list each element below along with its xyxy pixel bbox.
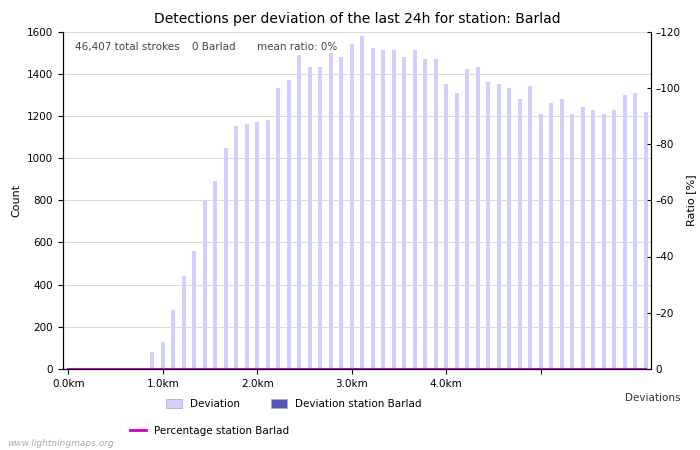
Bar: [528, 86, 532, 369]
Y-axis label: Ratio [%]: Ratio [%]: [687, 175, 696, 226]
Bar: [402, 57, 407, 369]
Bar: [591, 109, 595, 369]
Bar: [245, 124, 249, 369]
Bar: [465, 69, 469, 369]
Bar: [297, 55, 301, 369]
Bar: [539, 114, 542, 369]
Bar: [581, 108, 584, 369]
Bar: [433, 59, 438, 369]
Bar: [161, 342, 165, 369]
Bar: [570, 114, 574, 369]
Title: Detections per deviation of the last 24h for station: Barlad: Detections per deviation of the last 24h…: [154, 12, 560, 26]
Bar: [224, 148, 228, 369]
Bar: [171, 310, 176, 369]
Bar: [412, 50, 416, 369]
Text: 0 Barlad: 0 Barlad: [193, 42, 236, 52]
Bar: [265, 120, 270, 369]
Bar: [287, 80, 290, 369]
Bar: [150, 352, 154, 369]
Bar: [340, 57, 344, 369]
Bar: [307, 68, 312, 369]
Bar: [455, 93, 459, 369]
Bar: [444, 84, 448, 369]
Bar: [318, 68, 322, 369]
Bar: [192, 251, 196, 369]
Bar: [623, 95, 626, 369]
Text: www.lightningmaps.org: www.lightningmaps.org: [7, 439, 113, 448]
Bar: [213, 181, 218, 369]
Bar: [276, 89, 280, 369]
Bar: [560, 99, 564, 369]
Bar: [612, 109, 616, 369]
Bar: [382, 50, 385, 369]
Bar: [644, 112, 648, 369]
Bar: [255, 122, 259, 369]
Bar: [549, 103, 553, 369]
Bar: [507, 89, 511, 369]
Bar: [203, 200, 207, 369]
Bar: [392, 50, 396, 369]
Bar: [423, 59, 427, 369]
Text: mean ratio: 0%: mean ratio: 0%: [257, 42, 337, 52]
Text: 46,407 total strokes: 46,407 total strokes: [75, 42, 179, 52]
Bar: [329, 53, 333, 369]
Legend: Percentage station Barlad: Percentage station Barlad: [126, 422, 294, 440]
Bar: [601, 114, 606, 369]
Bar: [633, 93, 637, 369]
Bar: [360, 36, 365, 369]
Text: Deviations: Deviations: [625, 392, 680, 403]
Y-axis label: Count: Count: [11, 184, 22, 217]
Bar: [476, 68, 480, 369]
Bar: [497, 84, 500, 369]
Bar: [350, 44, 354, 369]
Bar: [234, 126, 238, 369]
Legend: Deviation, Deviation station Barlad: Deviation, Deviation station Barlad: [162, 395, 426, 413]
Bar: [182, 276, 186, 369]
Bar: [517, 99, 522, 369]
Bar: [371, 49, 375, 369]
Bar: [486, 82, 490, 369]
